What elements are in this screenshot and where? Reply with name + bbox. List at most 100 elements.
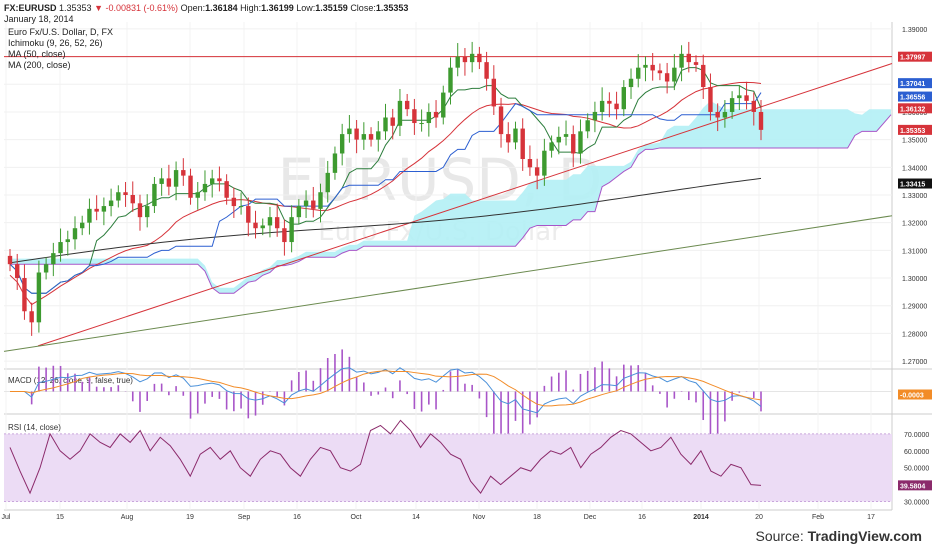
time-tick: 16	[638, 514, 646, 521]
source-credit[interactable]: Source: TradingView.com	[755, 528, 922, 544]
candle-body	[195, 192, 200, 198]
time-tick: 18	[533, 514, 541, 521]
candle-body	[462, 56, 468, 63]
candle-body	[520, 128, 525, 160]
candle-body	[224, 181, 229, 198]
time-tick: Jul	[2, 514, 11, 521]
candle-body	[513, 128, 518, 143]
candle-body	[484, 62, 489, 79]
legend-ma50[interactable]: MA (50, close)	[8, 49, 66, 59]
indicator-lines	[3, 56, 893, 352]
legend-title[interactable]: Euro Fx/U.S. Dollar, D, FX	[8, 27, 114, 37]
candle-body	[209, 178, 215, 184]
candle-body	[549, 142, 554, 151]
price-label: 1.33415	[900, 182, 925, 189]
macd-value-bg	[898, 389, 932, 400]
candle-body	[274, 217, 280, 229]
candle-body	[260, 225, 265, 229]
candle-body	[15, 264, 20, 279]
candle-body	[404, 100, 410, 110]
legend-ma200[interactable]: MA (200, close)	[8, 60, 71, 70]
price-tick: 1.27000	[902, 359, 927, 366]
candle-body	[383, 117, 388, 132]
candle-body	[22, 278, 27, 312]
candle-body	[506, 134, 511, 143]
price-label-bg	[898, 103, 932, 114]
candle-body	[289, 217, 294, 243]
time-tick: Dec	[584, 514, 597, 521]
high-label: High:	[240, 3, 262, 13]
candle-body	[498, 106, 504, 135]
candle-body	[607, 100, 612, 104]
candle-body	[571, 134, 576, 154]
price-label: 1.37041	[900, 81, 925, 88]
rsi-value: 39.5804	[900, 483, 925, 490]
time-axis: Jul 15 Aug 19 Sep 16 Oct 14 Nov 18 Dec 16 2014 20 Feb 1…	[2, 514, 875, 521]
candle-body	[585, 120, 590, 132]
candle-body	[701, 64, 706, 88]
symbol-header: FX:EURUSD 1.35353 ▼ -0.00831 (-0.61%) Op…	[4, 3, 408, 13]
legend-ichimoku[interactable]: Ichimoku (9, 26, 52, 26)	[8, 38, 103, 48]
candle-body	[737, 95, 742, 99]
ma200-line	[9, 177, 762, 264]
candle-body	[578, 131, 583, 154]
candle-body	[397, 100, 403, 126]
price-change: ▼ -0.00831 (-0.61%)	[94, 3, 179, 13]
candle-body	[145, 206, 150, 218]
high-value: 1.36199	[261, 3, 294, 13]
candle-body	[556, 136, 562, 143]
price-label-bg	[898, 124, 932, 135]
candle-body	[80, 222, 85, 229]
candle-body	[361, 134, 367, 140]
macd-value: -0.0003	[900, 393, 924, 400]
candle-body	[116, 192, 121, 201]
candle-body	[217, 178, 222, 182]
time-tick: 16	[293, 514, 301, 521]
candle-body	[376, 131, 381, 140]
candle-body	[534, 167, 540, 176]
rsi-band	[4, 433, 892, 502]
open-value: 1.36184	[205, 3, 238, 13]
candle-body	[29, 311, 34, 323]
low-label: Low:	[296, 3, 316, 13]
candle-body	[592, 111, 598, 121]
candle-body	[238, 206, 244, 208]
price-label-bg	[898, 91, 932, 102]
price-label: 1.36556	[900, 95, 925, 102]
candle-body	[231, 197, 237, 207]
candle-body	[152, 183, 157, 207]
rsi-title: RSI (14, close)	[8, 423, 61, 432]
time-tick: Aug	[121, 514, 134, 521]
candle-body	[166, 178, 172, 187]
candle-body	[65, 239, 70, 243]
candle-body	[87, 208, 92, 223]
candle-body	[253, 222, 258, 229]
time-tick: 14	[412, 514, 420, 521]
chart-legend: Euro Fx/U.S. Dollar, D, FX Ichimoku (9, …	[8, 27, 113, 71]
rsi-line	[9, 419, 762, 495]
candle-body	[448, 67, 453, 93]
time-tick: Nov	[473, 514, 486, 521]
candle-body	[347, 128, 352, 135]
open-label: Open:	[180, 3, 206, 13]
candle-body	[628, 78, 634, 88]
time-tick: 19	[186, 514, 194, 521]
rsi-tick: 50.0000	[904, 466, 929, 473]
symbol: FX:EURUSD	[4, 3, 57, 13]
candle-body	[123, 192, 128, 195]
time-tick: 2014	[693, 514, 709, 521]
price-tick: 1.29000	[902, 304, 927, 311]
candle-body	[130, 195, 135, 204]
rsi-value-bg	[898, 480, 932, 491]
candle-body	[36, 272, 42, 323]
candle-body	[43, 264, 49, 273]
candle-body	[693, 62, 699, 65]
candle-body	[202, 183, 208, 193]
candle-body	[686, 53, 691, 63]
candle-body	[7, 255, 13, 265]
candle-body	[751, 100, 756, 112]
candle-body	[51, 253, 56, 265]
ma50-line	[9, 81, 762, 306]
price-label: 1.37997	[900, 55, 925, 62]
